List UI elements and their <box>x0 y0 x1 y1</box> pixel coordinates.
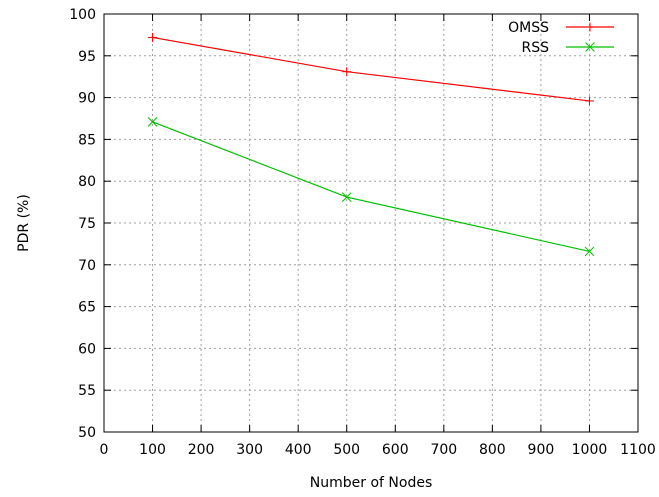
x-tick-label: 200 <box>188 442 215 458</box>
x-tick-label: 0 <box>100 442 109 458</box>
y-tick-label: 80 <box>78 174 96 190</box>
x-tick-label: 900 <box>528 442 555 458</box>
grid <box>104 14 638 432</box>
x-tick-label: 1100 <box>620 442 656 458</box>
y-tick-label: 50 <box>78 425 96 441</box>
y-tick-label: 95 <box>78 49 96 65</box>
legend-label-rss: RSS <box>521 40 549 56</box>
y-axis-label: PDR (%) <box>16 194 32 252</box>
series-line-rss <box>152 121 590 253</box>
y-tick-label: 60 <box>78 341 96 357</box>
y-tick-label: 90 <box>78 91 96 107</box>
y-tick-label: 55 <box>78 383 96 399</box>
x-tick-label: 800 <box>479 442 506 458</box>
x-tick-label: 1000 <box>572 442 608 458</box>
legend: OMSS RSS <box>508 20 614 56</box>
data-point-omss <box>584 96 594 106</box>
y-tick-label: 100 <box>69 7 96 23</box>
x-tick-label: 500 <box>333 442 360 458</box>
y-tick-label: 75 <box>78 216 96 232</box>
y-tick-label: 85 <box>78 132 96 148</box>
x-tick-label: 600 <box>382 442 409 458</box>
x-axis-label: Number of Nodes <box>310 475 432 491</box>
data-point-rss <box>341 192 352 202</box>
data-point-rss <box>584 246 595 257</box>
x-tick-label: 700 <box>430 442 457 458</box>
series-group <box>147 32 595 257</box>
legend-marker-rss <box>585 42 595 52</box>
data-point-omss <box>148 32 158 42</box>
data-point-omss <box>342 67 352 77</box>
y-tick-label: 70 <box>78 258 96 274</box>
x-tick-label: 400 <box>285 442 312 458</box>
data-point-rss <box>147 116 158 127</box>
marker-stroke <box>341 192 352 202</box>
marker-stroke <box>584 246 595 257</box>
marker-stroke <box>585 42 595 52</box>
marker-stroke <box>147 116 158 127</box>
legend-label-omss: OMSS <box>508 20 549 36</box>
x-tick-label: 100 <box>139 442 166 458</box>
y-tick-label: 65 <box>78 300 96 316</box>
x-tick-label: 300 <box>236 442 263 458</box>
legend-marker-omss <box>585 22 595 32</box>
